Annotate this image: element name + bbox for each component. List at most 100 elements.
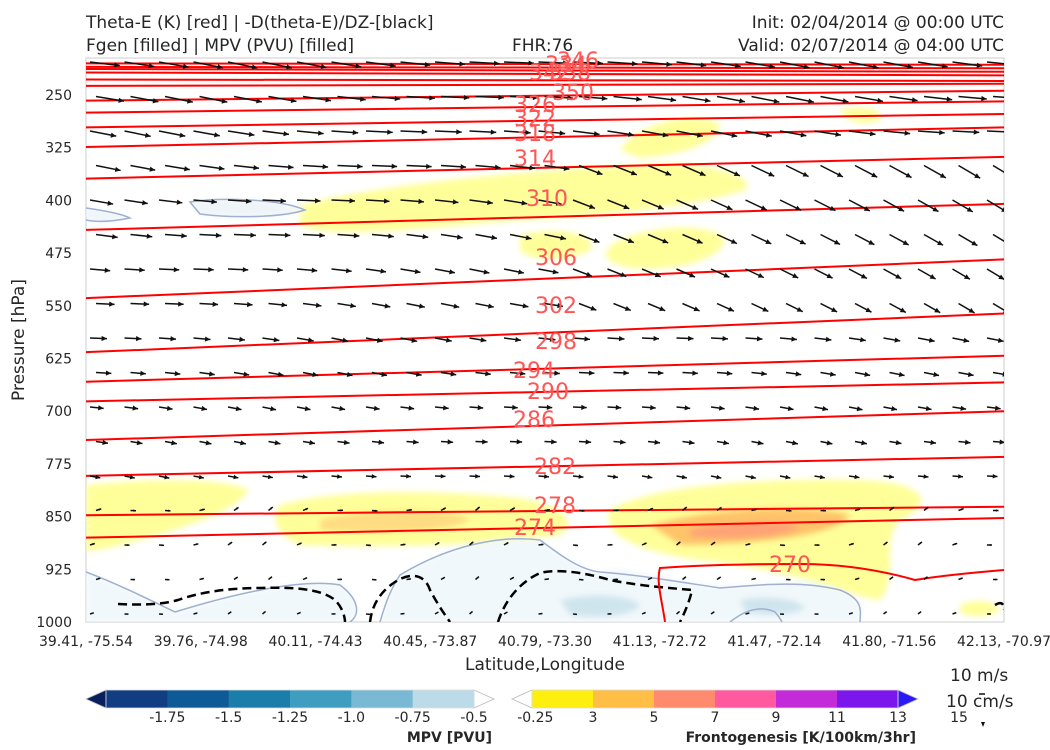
wind-arrowhead bbox=[390, 62, 396, 68]
wind-arrowhead bbox=[319, 232, 325, 238]
colorbar-swatch bbox=[715, 690, 777, 708]
theta-e-line bbox=[86, 112, 1004, 129]
wind-arrowhead bbox=[627, 238, 634, 244]
wind-arrowhead bbox=[919, 541, 922, 545]
wind-arrowhead bbox=[904, 130, 911, 136]
theta-e-line bbox=[86, 68, 1004, 73]
wind-arrowhead bbox=[654, 439, 661, 445]
wind-arrowhead bbox=[274, 440, 281, 446]
wind-arrowhead bbox=[689, 272, 696, 278]
wind-arrowhead bbox=[585, 439, 592, 445]
wind-arrowhead bbox=[477, 506, 480, 510]
wind-arrowhead bbox=[747, 543, 751, 546]
wind-arrowhead bbox=[519, 370, 526, 376]
wind-arrowhead bbox=[493, 60, 500, 66]
wind-arrowhead bbox=[588, 204, 595, 209]
wind-arrowhead bbox=[118, 97, 124, 103]
x-tick-label: 40.45, -73.87 bbox=[383, 634, 477, 650]
wind-arrowhead bbox=[174, 370, 181, 377]
wind-arrowhead bbox=[864, 371, 871, 377]
wind-arrowhead bbox=[346, 371, 353, 378]
wind-arrowhead bbox=[865, 307, 872, 313]
wind-arrowhead bbox=[610, 543, 613, 546]
wind-arrowhead bbox=[817, 544, 820, 547]
wind-arrowhead bbox=[317, 130, 324, 136]
x-tick-label: 42.13, -70.97 bbox=[957, 634, 1050, 650]
wind-arrowhead bbox=[426, 163, 432, 170]
wind-arrowhead bbox=[869, 131, 876, 137]
wind-arrowhead bbox=[929, 274, 936, 279]
wind-arrowhead bbox=[838, 64, 844, 70]
wind-arrowhead bbox=[782, 613, 784, 616]
wind-arrowhead bbox=[819, 474, 825, 480]
wind-arrowhead bbox=[353, 233, 360, 239]
wind-arrowhead bbox=[412, 439, 419, 445]
colorbar-tick-label: 7 bbox=[711, 710, 720, 726]
wind-arrowhead bbox=[788, 578, 791, 581]
wind-arrowhead bbox=[650, 508, 654, 511]
wind-arrowhead bbox=[788, 509, 792, 512]
wind-arrowhead bbox=[552, 269, 559, 275]
wind-arrowhead bbox=[402, 612, 405, 615]
colorbar-swatch bbox=[654, 690, 716, 708]
wind-arrowhead bbox=[802, 171, 809, 177]
wind-arrowhead bbox=[127, 544, 130, 547]
wind-arrowhead bbox=[403, 543, 406, 546]
wind-arrowhead bbox=[352, 129, 359, 136]
wind-arrowhead bbox=[581, 578, 584, 581]
theta-e-line bbox=[86, 71, 1004, 77]
y-tick-label: 250 bbox=[45, 88, 72, 104]
wind-arrowhead bbox=[242, 267, 249, 273]
wind-arrowhead bbox=[792, 273, 799, 278]
wind-arrowhead bbox=[575, 544, 578, 547]
wind-arrowhead bbox=[681, 474, 687, 480]
wind-arrowhead bbox=[835, 131, 841, 137]
wind-arrowhead bbox=[923, 474, 929, 479]
wind-arrowhead bbox=[615, 578, 618, 581]
wind-arrowhead bbox=[511, 577, 514, 580]
wind-arrowhead bbox=[911, 97, 918, 103]
wind-arrowhead bbox=[616, 509, 619, 512]
wind-arrowhead bbox=[505, 542, 509, 545]
wind-arrowhead bbox=[964, 439, 971, 445]
wind-arrowhead bbox=[1006, 241, 1012, 246]
wind-arrowhead bbox=[654, 272, 661, 278]
wind-arrowhead bbox=[593, 237, 600, 243]
y-tick-label: 1000 bbox=[36, 615, 72, 631]
y-tick-label: 400 bbox=[45, 193, 72, 209]
wind-arrowhead bbox=[388, 233, 394, 239]
wind-arrowhead bbox=[989, 613, 991, 615]
wind-arrowhead bbox=[418, 198, 424, 205]
wind-arrowhead bbox=[487, 199, 493, 206]
wind-arrowhead bbox=[408, 578, 411, 581]
wind-arrowhead bbox=[836, 172, 843, 177]
wind-arrowhead bbox=[421, 129, 428, 135]
wind-arrowhead bbox=[549, 336, 556, 342]
wind-arrowhead bbox=[968, 307, 975, 313]
wind-arrowhead bbox=[107, 200, 114, 206]
mpv-colorbar: -1.75 -1.5 -1.25 -1.0 -0.75 -0.5 -0.25 MPV [PVU… bbox=[85, 689, 553, 746]
wind-arrowhead bbox=[322, 164, 329, 170]
colorbar-tick-label: 15 bbox=[950, 710, 968, 726]
wind-arrowhead bbox=[491, 234, 498, 240]
wind-arrowhead bbox=[596, 170, 603, 175]
wind-arrowhead bbox=[618, 336, 625, 342]
x-tick-label: 39.41, -75.54 bbox=[39, 634, 133, 650]
wind-arrowhead bbox=[449, 269, 455, 275]
wind-arrowhead bbox=[98, 405, 104, 411]
wind-arrowhead bbox=[98, 508, 102, 511]
wind-arrowhead bbox=[723, 272, 730, 278]
wind-arrowhead bbox=[284, 232, 291, 238]
wind-arrowhead bbox=[443, 507, 446, 511]
wind-arrowhead bbox=[221, 98, 228, 104]
y-tick-label: 700 bbox=[45, 404, 72, 420]
wind-arrowhead bbox=[447, 439, 454, 445]
wind-arrowhead bbox=[677, 541, 681, 545]
wind-arrowhead bbox=[760, 205, 767, 211]
theta-e-line bbox=[86, 78, 1004, 82]
wind-arrowhead bbox=[563, 165, 570, 171]
wind-arrowhead bbox=[528, 60, 534, 66]
wind-arrowhead bbox=[554, 370, 560, 376]
wind-arrowhead bbox=[649, 577, 653, 580]
